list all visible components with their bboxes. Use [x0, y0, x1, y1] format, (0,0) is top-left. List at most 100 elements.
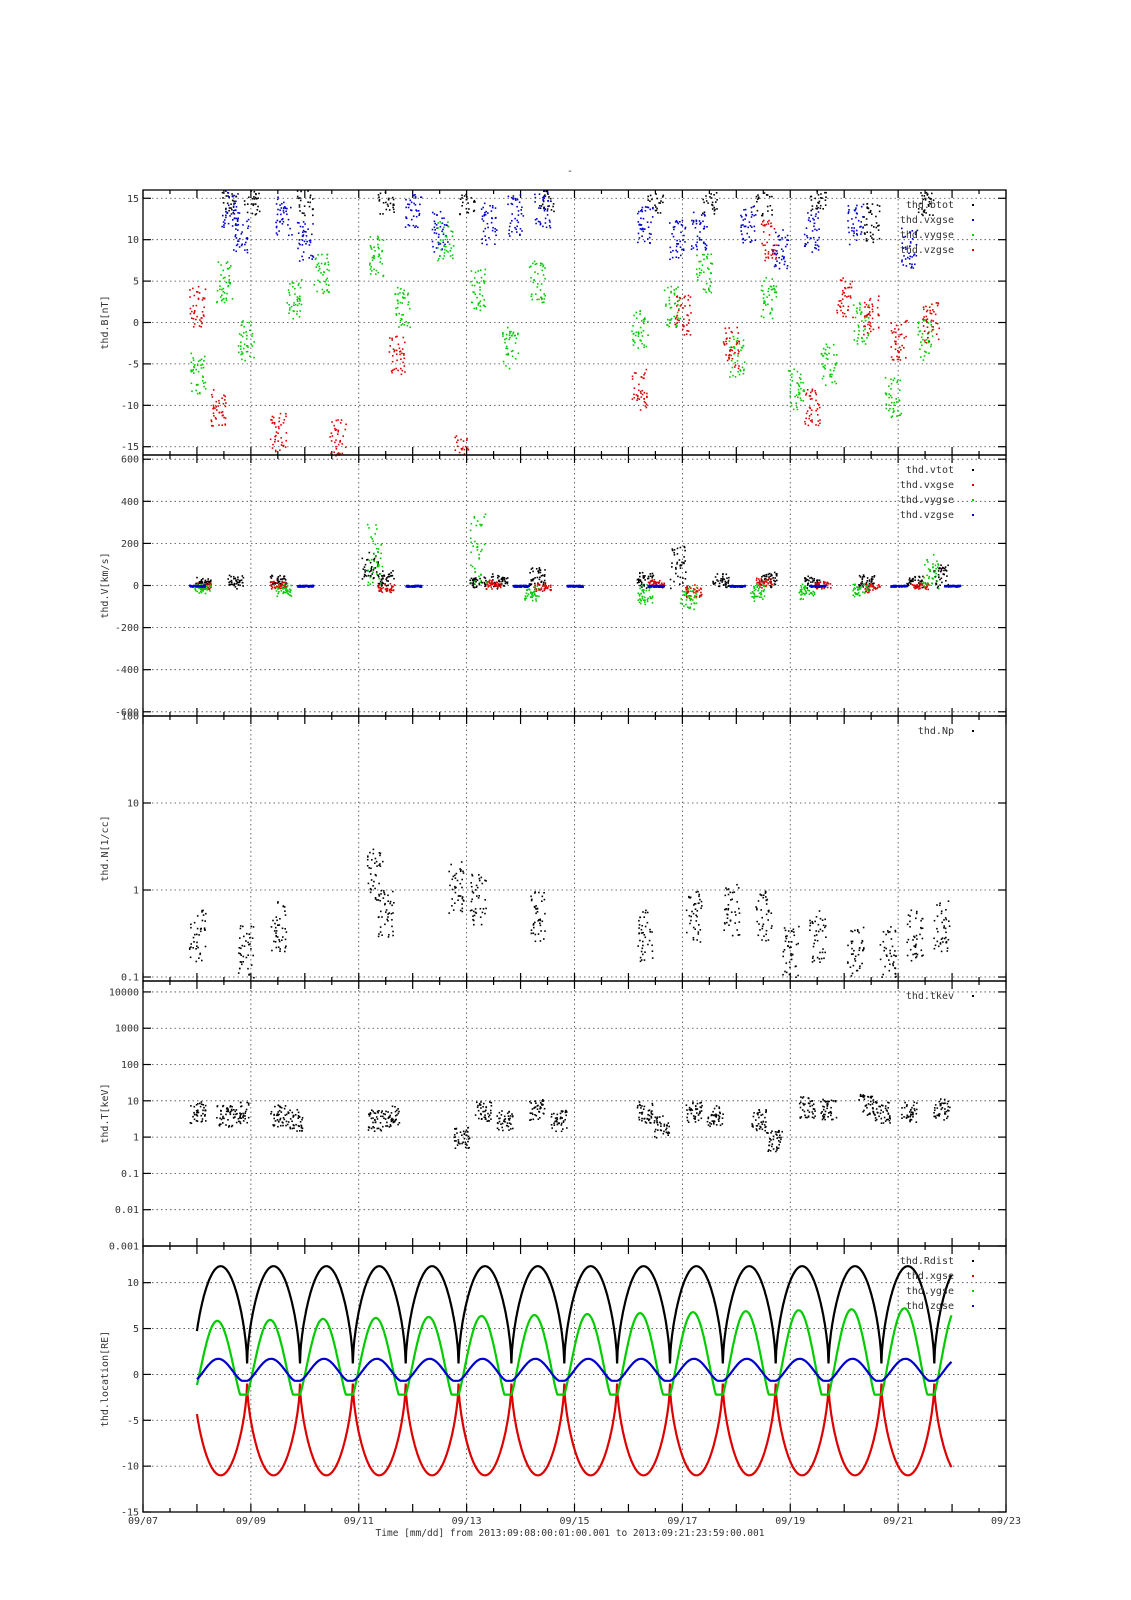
data-point	[516, 586, 519, 588]
data-point	[763, 588, 766, 591]
data-point	[234, 577, 237, 580]
data-point	[222, 414, 224, 416]
data-point	[926, 309, 929, 312]
data-point	[377, 574, 380, 577]
data-point	[379, 931, 382, 933]
data-point	[392, 890, 394, 893]
data-point	[924, 197, 926, 200]
data-point	[534, 586, 536, 588]
data-point	[910, 267, 912, 269]
data-point	[757, 581, 759, 584]
data-point	[382, 897, 385, 899]
data-point	[289, 588, 291, 591]
data-point	[638, 581, 640, 583]
data-point	[535, 598, 537, 600]
data-point	[539, 223, 542, 226]
data-point	[944, 585, 946, 588]
data-point	[854, 316, 857, 319]
data-point	[732, 585, 735, 587]
data-point	[502, 576, 504, 579]
data-point	[537, 272, 539, 275]
data-point	[540, 283, 543, 285]
data-point	[460, 438, 462, 441]
data-point	[506, 577, 509, 579]
data-point	[700, 591, 702, 594]
data-point	[367, 558, 369, 561]
data-point	[695, 268, 698, 271]
data-point	[895, 336, 897, 338]
data-point	[438, 233, 440, 236]
data-point	[512, 331, 515, 334]
data-point	[279, 574, 281, 577]
data-point	[810, 592, 812, 594]
data-point	[865, 218, 868, 220]
data-point	[687, 595, 690, 597]
data-point	[250, 324, 252, 326]
data-point	[668, 296, 671, 299]
data-point	[898, 335, 900, 338]
data-point	[246, 249, 249, 251]
data-point	[681, 219, 684, 222]
data-point	[665, 305, 667, 307]
data-point	[275, 431, 278, 433]
data-point	[470, 577, 473, 580]
data-point	[540, 575, 543, 577]
data-point	[464, 445, 467, 448]
data-point	[731, 349, 733, 352]
data-point	[282, 207, 285, 210]
data-point	[917, 579, 920, 582]
y-tick-label: 0	[133, 318, 139, 329]
data-point	[393, 204, 395, 206]
data-point	[929, 309, 931, 312]
data-point	[848, 231, 850, 234]
data-point	[512, 350, 514, 352]
data-point	[221, 424, 223, 426]
data-point	[757, 197, 760, 200]
data-point	[579, 585, 582, 587]
data-point	[270, 418, 272, 421]
data-point	[682, 582, 684, 584]
data-point	[475, 581, 477, 583]
data-point	[303, 212, 305, 215]
data-point	[272, 581, 275, 584]
data-point	[376, 565, 379, 568]
data-point	[633, 397, 636, 399]
data-point	[462, 870, 464, 873]
data-point	[865, 590, 867, 593]
data-point	[385, 585, 388, 587]
data-point	[647, 238, 649, 240]
data-point	[472, 584, 474, 587]
data-point	[540, 588, 542, 591]
data-point	[679, 305, 682, 307]
data-point	[237, 345, 240, 347]
data-point	[270, 926, 273, 928]
data-point	[510, 350, 513, 353]
data-point	[928, 214, 931, 216]
data-point	[530, 295, 533, 297]
data-point	[822, 347, 825, 350]
data-point	[410, 201, 413, 204]
data-point	[696, 273, 698, 275]
data-point	[902, 264, 905, 266]
data-point	[532, 578, 534, 580]
data-point	[735, 343, 738, 346]
data-point	[860, 205, 863, 208]
data-point	[676, 305, 678, 307]
data-point	[274, 926, 277, 929]
data-point	[284, 579, 287, 581]
data-point	[233, 577, 235, 580]
data-point	[491, 573, 494, 575]
data-point	[299, 298, 301, 301]
data-point	[670, 319, 672, 321]
data-point	[505, 353, 508, 356]
data-point	[392, 930, 394, 933]
data-point	[467, 211, 470, 214]
data-point	[237, 972, 240, 974]
data-point	[274, 922, 276, 925]
data-point	[787, 370, 790, 372]
data-point	[891, 332, 894, 334]
data-point	[224, 222, 226, 225]
data-point	[399, 320, 402, 322]
data-point	[857, 219, 860, 222]
